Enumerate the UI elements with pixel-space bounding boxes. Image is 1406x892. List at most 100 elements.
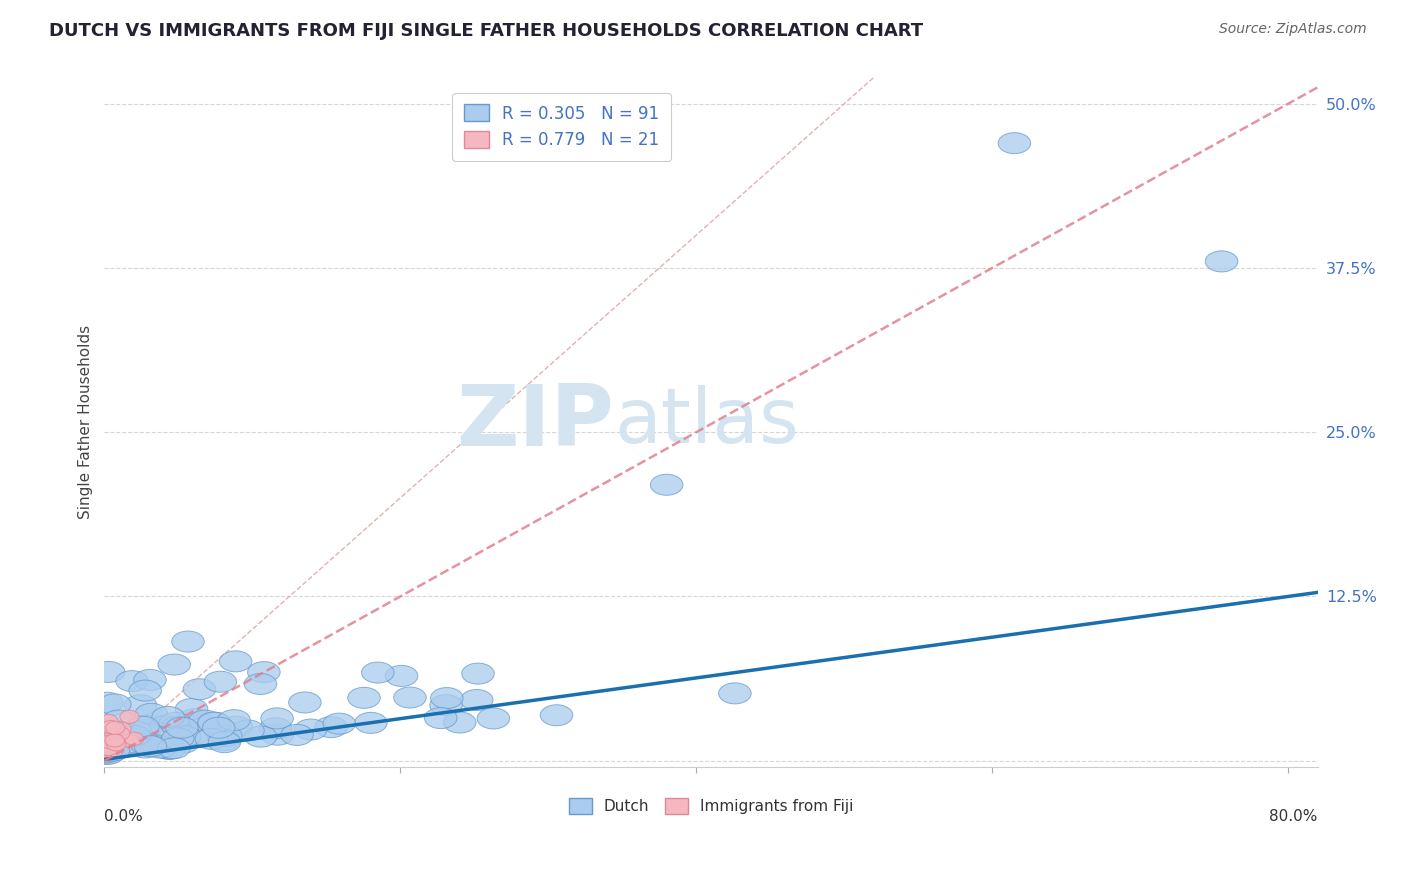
Ellipse shape [651, 475, 683, 495]
Ellipse shape [209, 725, 242, 747]
Ellipse shape [93, 661, 125, 682]
Ellipse shape [157, 738, 190, 759]
Ellipse shape [195, 729, 228, 749]
Ellipse shape [97, 747, 117, 761]
Ellipse shape [540, 705, 572, 726]
Ellipse shape [260, 708, 294, 729]
Ellipse shape [103, 710, 135, 731]
Ellipse shape [208, 731, 240, 753]
Ellipse shape [323, 713, 356, 734]
Ellipse shape [103, 730, 135, 751]
Ellipse shape [179, 709, 211, 730]
Text: 0.0%: 0.0% [104, 809, 143, 823]
Ellipse shape [98, 714, 118, 728]
Ellipse shape [115, 671, 149, 691]
Ellipse shape [93, 743, 125, 764]
Ellipse shape [107, 738, 125, 751]
Ellipse shape [105, 735, 125, 748]
Ellipse shape [135, 703, 167, 724]
Ellipse shape [97, 739, 117, 753]
Ellipse shape [204, 671, 236, 692]
Ellipse shape [166, 717, 198, 739]
Ellipse shape [247, 662, 280, 682]
Ellipse shape [129, 680, 162, 701]
Ellipse shape [96, 737, 115, 749]
Ellipse shape [425, 707, 457, 729]
Ellipse shape [288, 692, 321, 713]
Text: Source: ZipAtlas.com: Source: ZipAtlas.com [1219, 22, 1367, 37]
Ellipse shape [90, 692, 124, 714]
Ellipse shape [361, 662, 394, 683]
Ellipse shape [198, 713, 231, 733]
Ellipse shape [198, 712, 231, 733]
Ellipse shape [132, 715, 165, 737]
Ellipse shape [443, 712, 477, 733]
Ellipse shape [176, 698, 208, 720]
Ellipse shape [91, 734, 124, 756]
Ellipse shape [112, 722, 131, 735]
Ellipse shape [354, 713, 387, 733]
Ellipse shape [98, 694, 131, 714]
Ellipse shape [153, 739, 186, 759]
Ellipse shape [1205, 251, 1237, 272]
Ellipse shape [108, 730, 141, 751]
Ellipse shape [136, 733, 169, 754]
Ellipse shape [430, 695, 463, 715]
Ellipse shape [172, 631, 204, 652]
Ellipse shape [394, 687, 426, 708]
Ellipse shape [188, 710, 221, 731]
Ellipse shape [98, 735, 118, 748]
Ellipse shape [219, 716, 253, 737]
Ellipse shape [202, 717, 235, 739]
Ellipse shape [152, 739, 186, 759]
Ellipse shape [128, 719, 160, 740]
Text: DUTCH VS IMMIGRANTS FROM FIJI SINGLE FATHER HOUSEHOLDS CORRELATION CHART: DUTCH VS IMMIGRANTS FROM FIJI SINGLE FAT… [49, 22, 924, 40]
Ellipse shape [128, 737, 162, 758]
Ellipse shape [94, 719, 127, 739]
Ellipse shape [245, 673, 277, 695]
Ellipse shape [162, 716, 194, 737]
Ellipse shape [460, 690, 494, 711]
Ellipse shape [125, 732, 143, 746]
Ellipse shape [90, 743, 122, 764]
Ellipse shape [90, 742, 122, 763]
Ellipse shape [101, 721, 121, 733]
Ellipse shape [91, 731, 124, 751]
Ellipse shape [718, 683, 751, 704]
Ellipse shape [150, 715, 183, 737]
Ellipse shape [120, 710, 139, 723]
Ellipse shape [157, 654, 190, 675]
Ellipse shape [127, 716, 159, 738]
Ellipse shape [124, 695, 157, 715]
Ellipse shape [159, 713, 191, 733]
Ellipse shape [111, 727, 129, 740]
Ellipse shape [97, 737, 117, 750]
Ellipse shape [232, 720, 264, 741]
Ellipse shape [259, 718, 292, 739]
Legend: Dutch, Immigrants from Fiji: Dutch, Immigrants from Fiji [561, 790, 860, 822]
Ellipse shape [245, 726, 277, 747]
Ellipse shape [98, 748, 117, 762]
Text: ZIP: ZIP [456, 381, 614, 464]
Ellipse shape [134, 736, 167, 756]
Ellipse shape [94, 724, 128, 746]
Ellipse shape [103, 738, 122, 751]
Text: atlas: atlas [614, 385, 799, 459]
Ellipse shape [143, 737, 176, 758]
Ellipse shape [167, 732, 200, 753]
Ellipse shape [105, 737, 138, 758]
Ellipse shape [131, 734, 163, 755]
Ellipse shape [98, 742, 118, 756]
Ellipse shape [134, 669, 166, 690]
Ellipse shape [162, 729, 195, 750]
Ellipse shape [183, 679, 215, 699]
Ellipse shape [385, 665, 418, 687]
Ellipse shape [111, 732, 143, 753]
Ellipse shape [169, 726, 201, 747]
Ellipse shape [262, 724, 294, 745]
Ellipse shape [162, 728, 194, 748]
Ellipse shape [477, 708, 509, 729]
Text: 80.0%: 80.0% [1270, 809, 1317, 823]
Ellipse shape [198, 713, 231, 733]
Ellipse shape [208, 730, 240, 751]
